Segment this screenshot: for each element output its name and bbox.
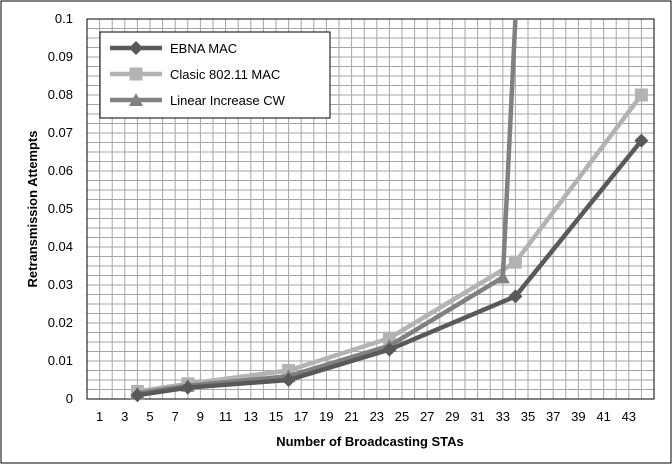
data-point-square: [634, 88, 648, 102]
x-tick-label: 7: [172, 409, 179, 424]
series: [130, 18, 649, 403]
legend-entry: Clasic 802.11 MAC: [110, 67, 280, 82]
y-tick-label: 0.08: [48, 87, 73, 102]
y-tick-label: 0.09: [48, 49, 73, 64]
data-point-triangle: [495, 270, 510, 284]
y-tick-label: 0.06: [48, 163, 73, 178]
y-tick-label: 0.05: [48, 201, 73, 216]
x-tick-label: 9: [197, 409, 204, 424]
x-tick-label: 37: [546, 409, 560, 424]
x-axis-title: Number of Broadcasting STAs: [276, 434, 464, 449]
x-tick-label: 33: [496, 409, 510, 424]
y-tick-label: 0.07: [48, 125, 73, 140]
legend-label: Clasic 802.11 MAC: [170, 67, 280, 82]
legend-marker-diamond: [129, 41, 143, 55]
plot-area-border: [86, 18, 655, 400]
x-tick-label: 23: [370, 409, 384, 424]
x-tick-label: 29: [445, 409, 459, 424]
x-tick-label: 43: [622, 409, 636, 424]
y-tick-label: 0.04: [48, 239, 73, 254]
x-tick-label: 3: [121, 409, 128, 424]
x-tick-label: 13: [244, 409, 258, 424]
y-tick-label: 0: [66, 391, 73, 406]
legend-label: EBNA MAC: [170, 41, 237, 56]
x-tick-label: 5: [146, 409, 153, 424]
x-tick-label: 1: [96, 409, 103, 424]
x-tick-label: 31: [470, 409, 484, 424]
data-point-diamond: [634, 133, 649, 148]
x-axis-ticks: 1 3 5 7 9 11 13 15 17 19 21 23 25 27 29 31 33 35 37 39 41 43: [96, 409, 636, 424]
legend-marker-triangle: [129, 93, 143, 106]
data-point-diamond: [281, 373, 296, 387]
data-point-diamond: [382, 342, 397, 357]
legend: EBNA MAC Clasic 802.11 MAC Linear Increase…: [99, 31, 331, 119]
x-tick-label: 41: [596, 409, 610, 424]
y-tick-label: 0.02: [48, 315, 73, 330]
x-tick-label: 27: [420, 409, 434, 424]
y-tick-label: 0.03: [48, 277, 73, 292]
y-axis-title: Retransmission Attempts: [25, 131, 40, 288]
x-tick-label: 17: [294, 409, 308, 424]
data-point-square: [508, 255, 522, 269]
data-point-diamond: [508, 289, 523, 304]
y-tick-label: 0.01: [48, 353, 73, 368]
x-tick-label: 39: [571, 409, 585, 424]
y-tick-label: 0.1: [55, 11, 73, 26]
x-tick-label: 21: [344, 409, 358, 424]
data-point-diamond: [180, 380, 195, 395]
legend-entry: Linear Increase CW: [110, 93, 286, 108]
y-axis-ticks: 0 0.01 0.02 0.03 0.04 0.05 0.06 0.07 0.08 0.09 0.1: [48, 11, 73, 406]
legend-entry: EBNA MAC: [110, 41, 237, 56]
x-tick-label: 25: [395, 409, 409, 424]
series-line: [137, 139, 644, 398]
x-tick-label: 15: [269, 409, 283, 424]
legend-label: Linear Increase CW: [170, 93, 286, 108]
series-0: [130, 133, 649, 403]
x-tick-label: 11: [219, 409, 233, 424]
x-tick-label: 19: [319, 409, 333, 424]
data-point-diamond: [130, 388, 145, 403]
x-tick-label: 35: [521, 409, 535, 424]
legend-marker-square: [129, 67, 143, 81]
